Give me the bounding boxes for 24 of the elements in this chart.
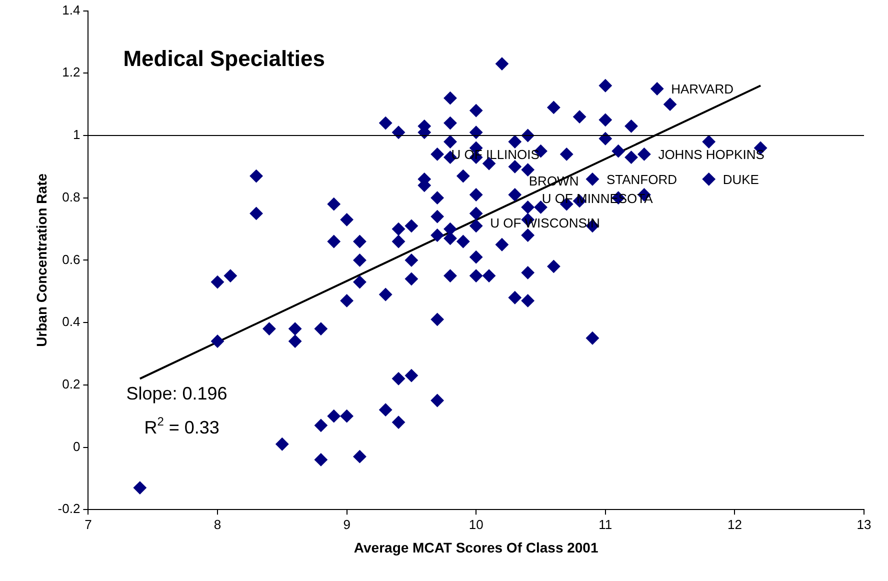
annotation: JOHNS HOPKINS [658, 147, 765, 162]
y-tick-label: -0.2 [58, 501, 80, 516]
x-axis-title: Average MCAT Scores Of Class 2001 [354, 539, 598, 556]
x-tick-label: 12 [727, 516, 742, 532]
y-tick-label: 0 [72, 438, 80, 454]
x-tick-label: 8 [214, 516, 222, 532]
x-tick-label: 11 [598, 516, 612, 532]
y-tick-label: 1.4 [62, 2, 80, 18]
x-tick-label: 9 [343, 516, 350, 532]
y-tick-label: 0.8 [62, 189, 80, 204]
y-axis-title: Urban Concentration Rate [33, 173, 50, 347]
y-tick-label: 1.2 [62, 64, 80, 80]
annotation: HARVARD [671, 82, 734, 97]
text: Medical Specialties [123, 46, 325, 71]
y-tick-label: 1 [72, 127, 80, 142]
annotation: Slope: 0.196 [126, 384, 228, 404]
annotation: DUKE [722, 172, 760, 188]
x-tick-label: 7 [84, 516, 92, 532]
y-tick-label: 0.4 [62, 314, 80, 330]
y-tick-label: 0.6 [62, 252, 80, 267]
x-tick-label: 13 [856, 516, 872, 532]
annotation: STANFORD [606, 172, 678, 188]
x-tick-label: 10 [468, 516, 484, 532]
y-tick-label: 0.2 [62, 376, 80, 392]
